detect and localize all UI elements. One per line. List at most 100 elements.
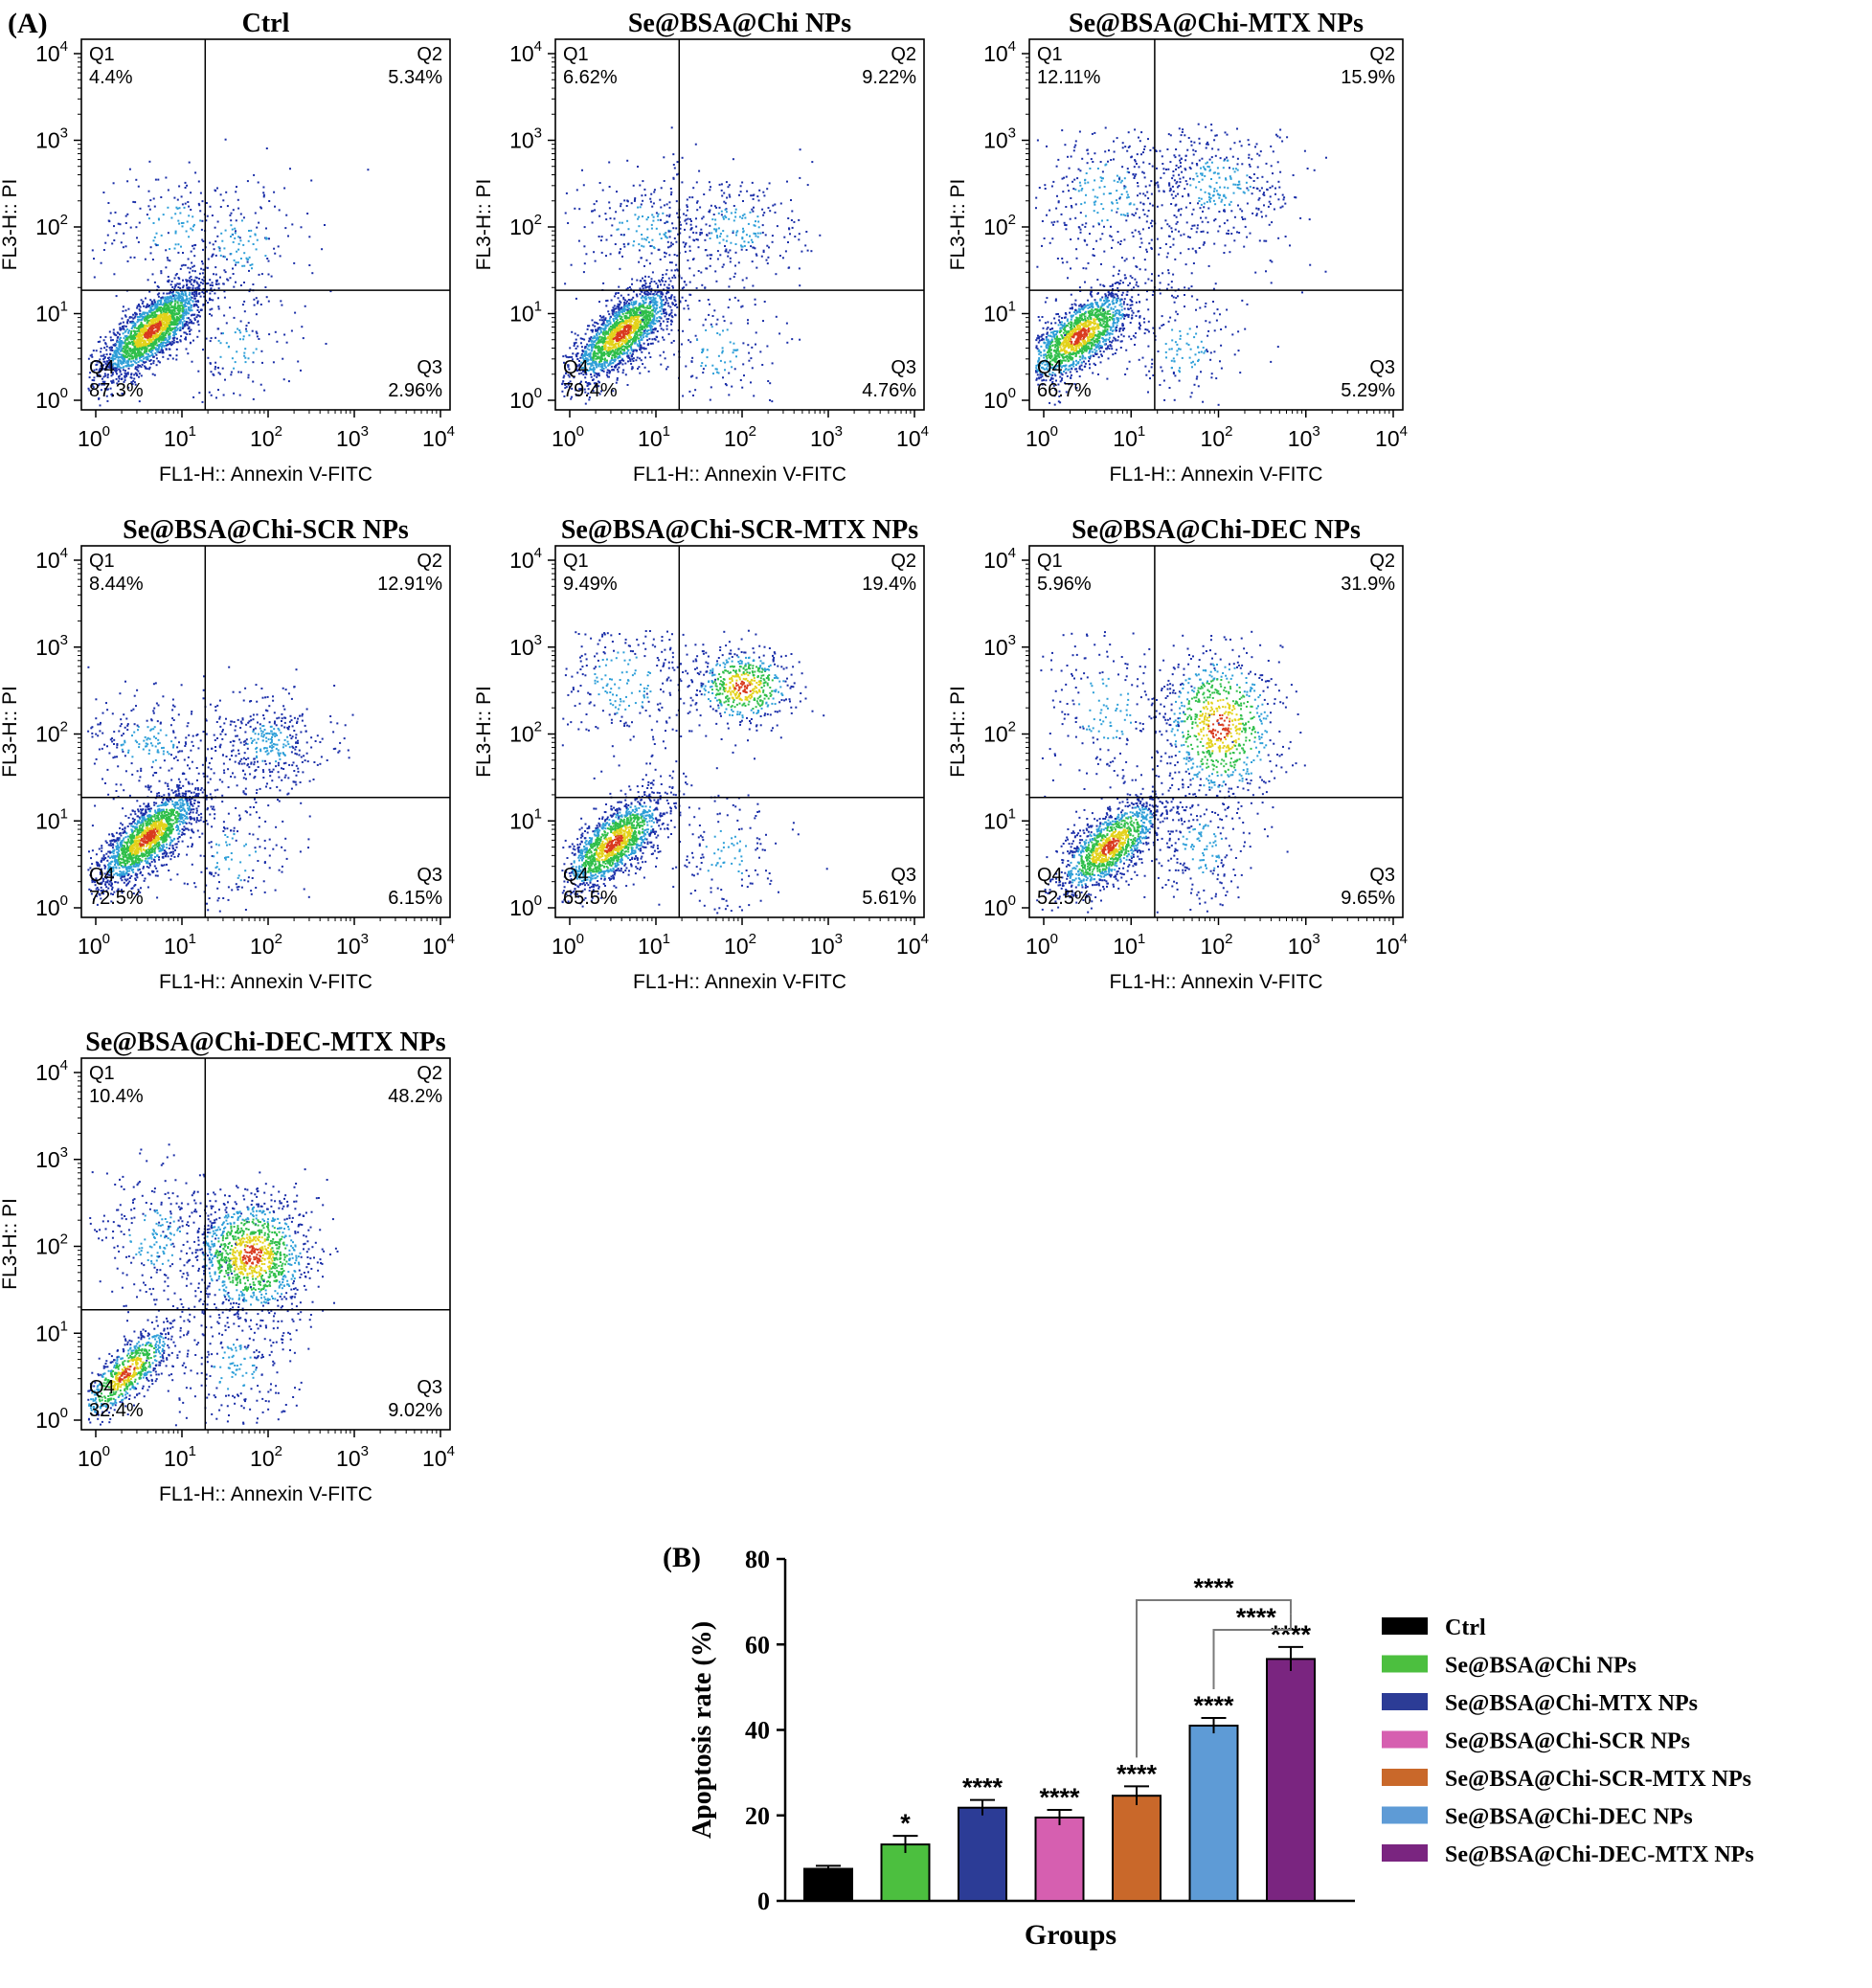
flow-dot xyxy=(177,305,180,308)
flow-dot xyxy=(190,282,192,285)
flow-dot xyxy=(563,361,565,364)
flow-dot xyxy=(260,273,263,276)
flow-dot xyxy=(128,365,131,368)
flow-dot xyxy=(599,239,602,242)
flow-dot xyxy=(659,233,662,236)
flow-dot xyxy=(787,217,790,219)
flow-dot xyxy=(132,342,135,345)
flow-dot xyxy=(124,350,126,352)
flow-dot xyxy=(126,354,129,357)
flow-dot xyxy=(186,297,189,300)
flow-dot xyxy=(663,350,665,353)
flow-dot xyxy=(209,241,212,244)
flow-dot xyxy=(146,316,148,318)
flow-dot xyxy=(187,286,190,289)
flow-dot xyxy=(138,339,141,342)
flow-dot xyxy=(225,191,228,193)
flow-dot xyxy=(662,274,665,276)
flow-dot xyxy=(605,361,608,364)
flow-dot xyxy=(192,339,194,342)
flow-dot xyxy=(147,343,149,346)
flow-dot xyxy=(142,331,144,334)
flow-dot xyxy=(197,180,200,183)
flow-dot xyxy=(639,331,642,334)
flow-dot xyxy=(217,282,220,285)
flow-dot xyxy=(170,281,173,282)
flow-dot xyxy=(155,357,158,360)
flow-dot xyxy=(628,336,631,339)
flow-dot xyxy=(650,252,653,255)
flow-dot xyxy=(605,340,608,343)
flow-dot xyxy=(198,329,201,332)
flow-dot xyxy=(163,345,166,348)
flow-dot xyxy=(164,334,167,337)
flow-dot xyxy=(628,312,631,315)
flow-dot xyxy=(180,316,182,319)
flow-dot xyxy=(592,328,594,331)
flow-dot xyxy=(169,317,171,320)
flow-dot xyxy=(584,402,587,405)
flow-dot xyxy=(160,349,163,351)
flow-dot xyxy=(756,195,759,198)
flow-dot xyxy=(136,306,139,309)
flow-dot xyxy=(116,355,119,358)
flow-dot xyxy=(174,333,177,335)
flow-dot xyxy=(150,300,153,303)
flow-dot xyxy=(564,212,567,215)
flow-dot xyxy=(162,307,165,310)
flow-dot xyxy=(197,202,200,205)
flow-dot xyxy=(184,324,187,327)
flow-dot xyxy=(185,321,188,323)
flow-dot xyxy=(158,316,161,318)
flow-dot xyxy=(651,214,654,216)
flow-dot xyxy=(618,352,620,355)
flow-dot xyxy=(580,346,583,349)
flow-dot xyxy=(655,305,658,306)
flow-dot xyxy=(209,292,212,295)
flow-dot xyxy=(115,232,118,235)
flow-dot xyxy=(622,296,625,299)
flow-dot xyxy=(575,338,577,341)
flow-dot xyxy=(130,322,133,325)
flow-dot xyxy=(178,311,181,314)
flow-dot xyxy=(618,345,620,348)
flow-dot xyxy=(126,363,129,365)
flow-dot xyxy=(629,316,632,319)
flow-dot xyxy=(181,309,184,312)
flow-dot xyxy=(754,247,756,250)
flow-dot xyxy=(229,214,232,216)
flow-dot xyxy=(214,273,217,276)
flow-dot xyxy=(600,341,603,344)
flow-dot xyxy=(646,315,649,318)
flow-dot xyxy=(612,369,615,371)
flow-dot xyxy=(146,322,148,325)
flow-dot xyxy=(97,374,100,377)
flow-dot xyxy=(149,299,152,302)
flow-dot xyxy=(252,397,255,400)
flow-dot xyxy=(150,342,153,345)
flow-dot xyxy=(654,308,657,311)
flow-dot xyxy=(620,205,622,208)
flow-dot xyxy=(189,303,192,305)
flow-dot xyxy=(136,348,139,350)
flow-dot xyxy=(575,353,577,356)
flow-dot xyxy=(186,311,189,314)
flow-dot xyxy=(633,335,636,338)
flow-dot xyxy=(161,336,164,339)
flow-dot xyxy=(187,352,190,355)
flow-dot xyxy=(131,363,133,366)
flow-dot xyxy=(285,214,288,216)
flow-dot xyxy=(592,360,595,363)
flow-dot xyxy=(173,307,176,310)
flow-dot xyxy=(134,315,137,318)
flow-dot xyxy=(237,236,240,238)
flow-dot xyxy=(119,369,122,372)
flow-dot xyxy=(124,365,127,368)
flow-dot xyxy=(118,351,121,354)
flow-dot xyxy=(654,328,657,330)
flow-dot xyxy=(124,222,127,224)
flow-dot xyxy=(619,309,621,312)
flow-dot xyxy=(151,308,154,311)
flow-dot xyxy=(771,235,774,237)
